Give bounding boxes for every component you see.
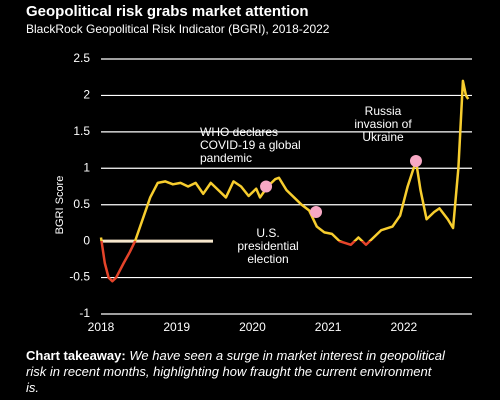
x-tick-label: 2019 — [163, 320, 190, 334]
event-marker — [260, 180, 273, 193]
annotation: presidential — [237, 239, 298, 253]
y-tick-label: 1.5 — [73, 124, 90, 138]
takeaway: Chart takeaway: We have seen a surge in … — [26, 348, 446, 396]
data-line — [99, 79, 470, 283]
annotation: COVID-19 a global — [200, 138, 301, 152]
annotation: WHO declares — [200, 125, 278, 139]
takeaway-label: Chart takeaway: — [26, 348, 126, 363]
chart-title: Geopolitical risk grabs market attention — [26, 3, 309, 20]
x-tick-label: 2021 — [315, 320, 342, 334]
x-tick-label: 2020 — [239, 320, 266, 334]
y-tick-label: 1 — [83, 160, 90, 174]
event-marker — [409, 155, 422, 167]
annotation: Ukraine — [362, 130, 404, 144]
x-tick-label: 2018 — [88, 320, 115, 334]
y-tick-label: -1 — [79, 306, 90, 320]
y-tick-label: 0.5 — [73, 197, 90, 211]
y-axis-label: BGRI Score — [54, 176, 66, 235]
chart-subtitle: BlackRock Geopolitical Risk Indicator (B… — [26, 22, 330, 36]
takeaway-text: We have seen a surge in market interest … — [26, 348, 445, 395]
y-tick-label: 2 — [83, 88, 90, 102]
y-tick-label: -0.5 — [69, 270, 90, 284]
y-tick-label: 0 — [83, 233, 90, 247]
annotation: election — [247, 252, 288, 266]
annotation: pandemic — [200, 151, 252, 165]
annotation: Russia — [365, 104, 402, 118]
y-tick-label: 2.5 — [73, 51, 90, 65]
chart: Geopolitical risk grabs market attention… — [26, 3, 472, 334]
annotation: invasion of — [354, 117, 412, 131]
event-marker — [310, 206, 323, 218]
annotation: U.S. — [256, 226, 279, 240]
x-tick-label: 2022 — [391, 320, 418, 334]
